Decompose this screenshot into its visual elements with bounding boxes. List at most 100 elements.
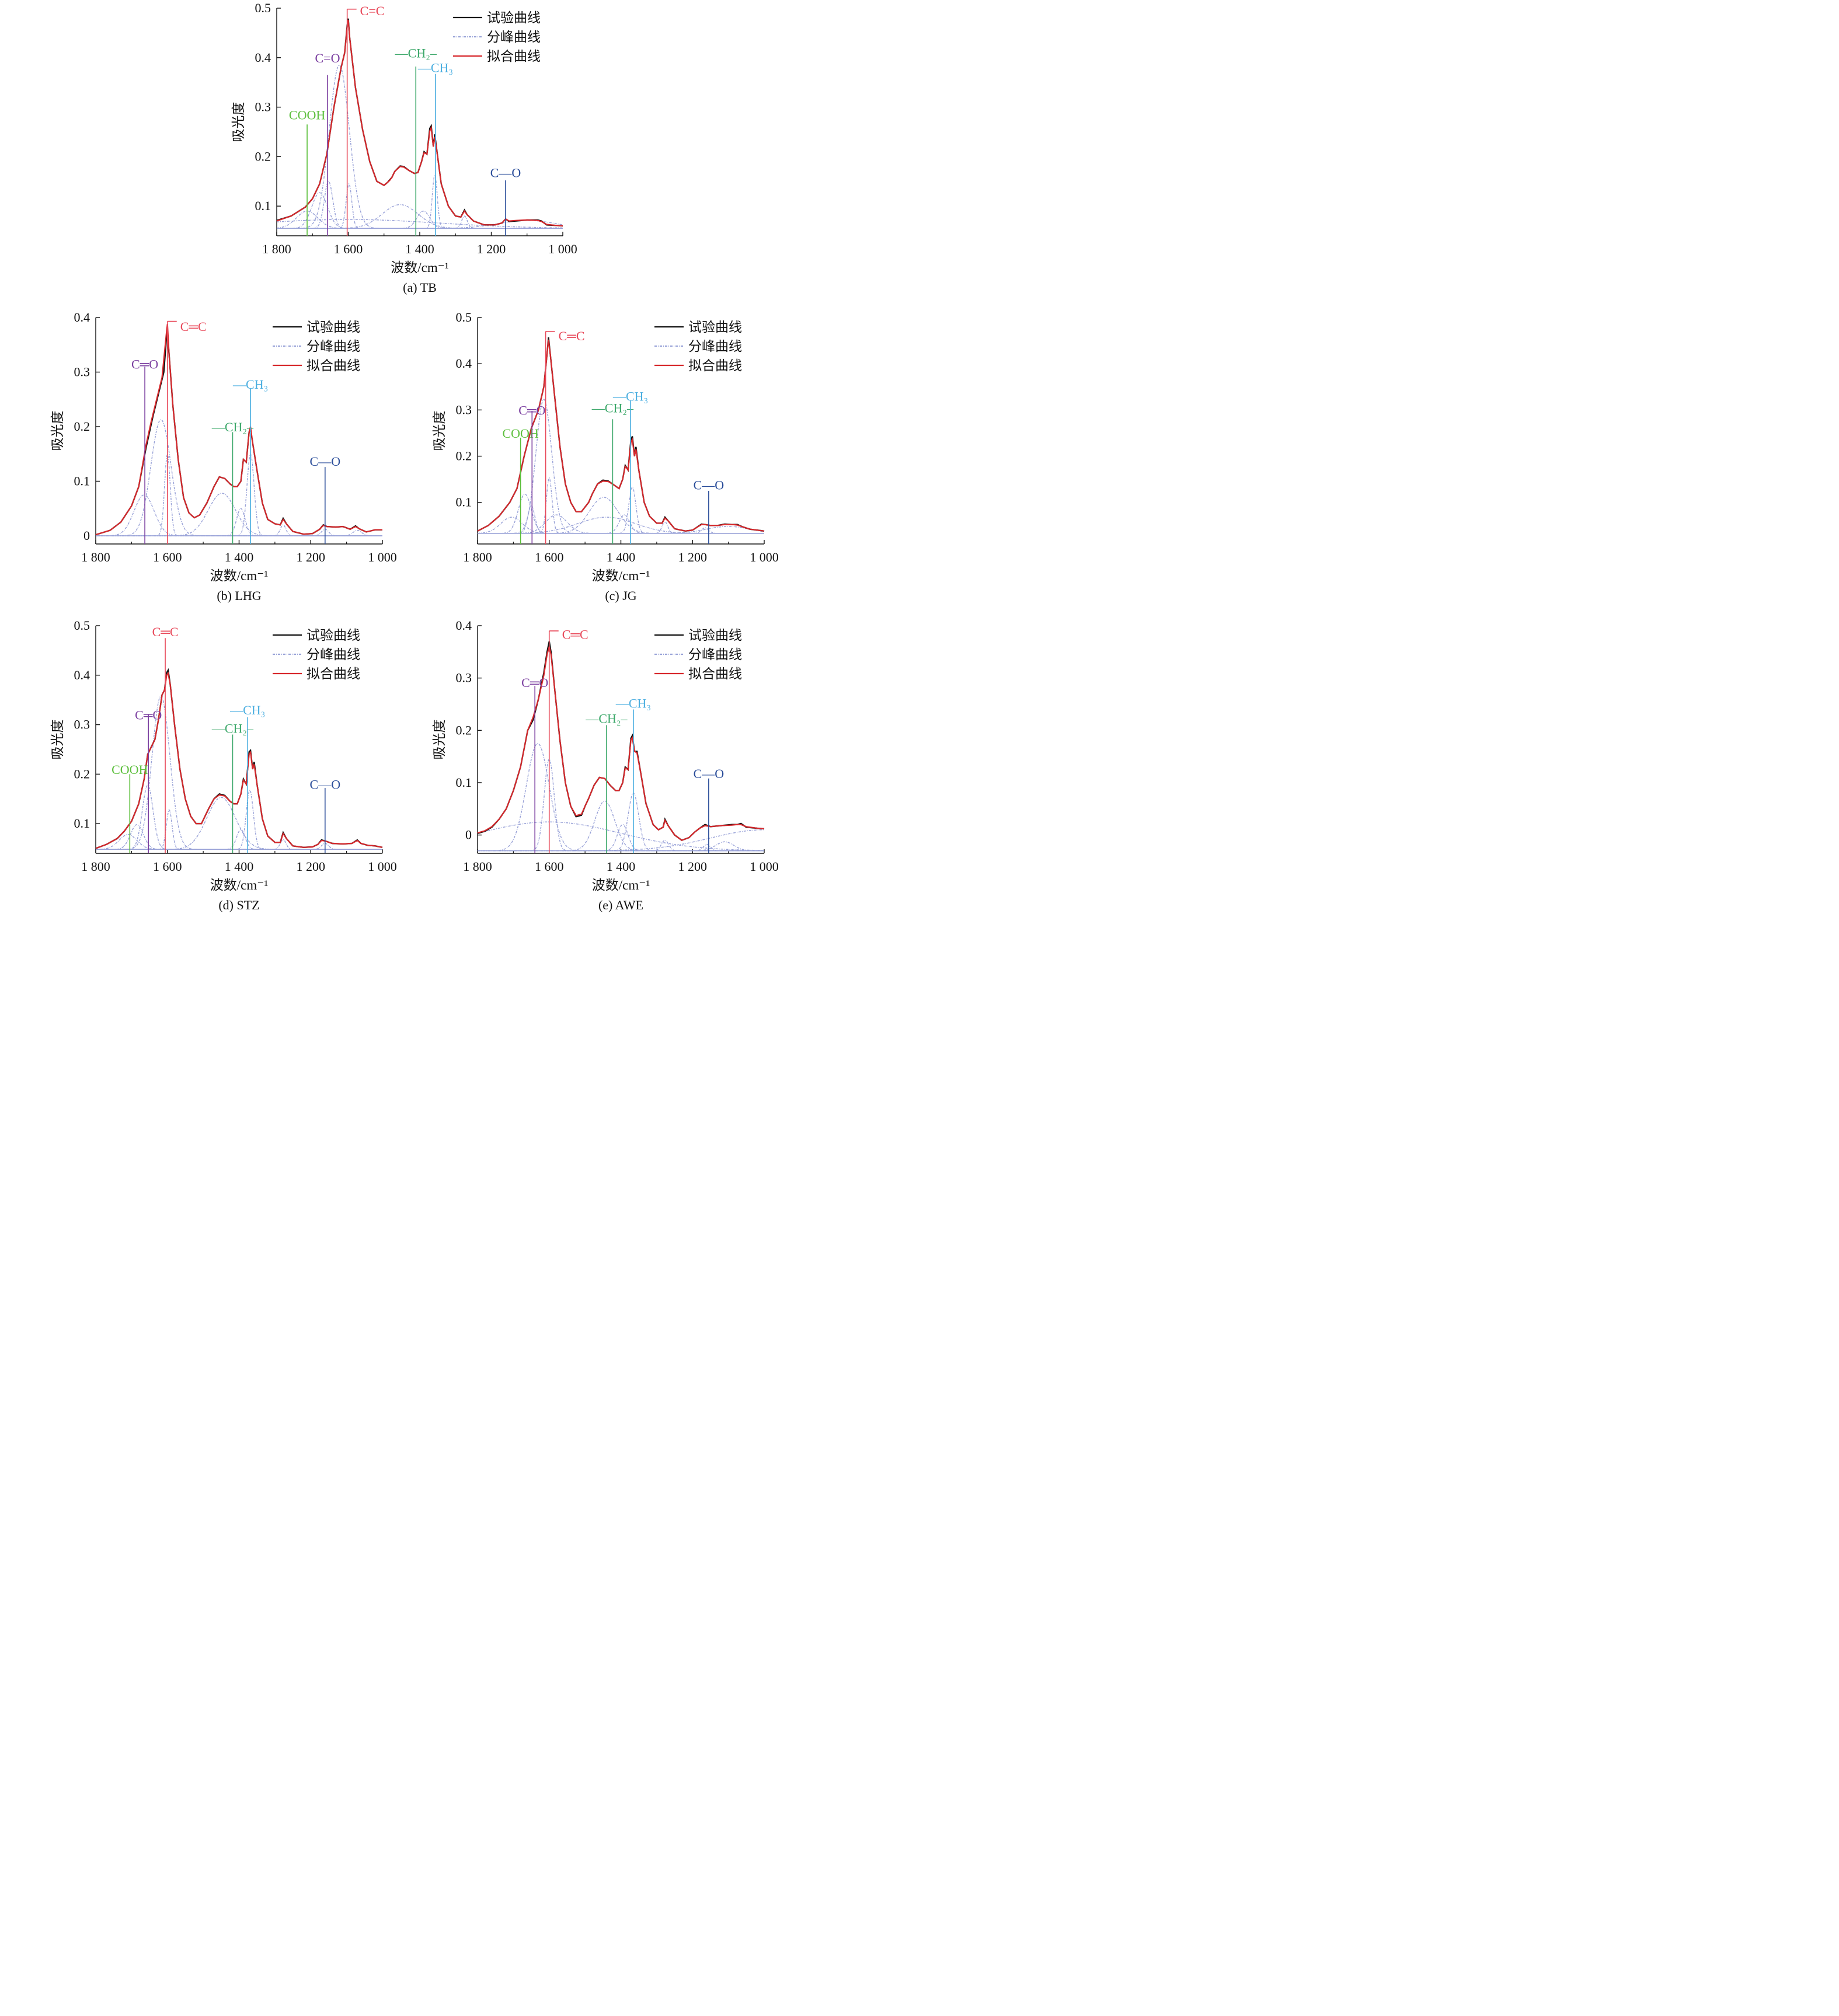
plot-area xyxy=(95,668,383,850)
y-tick-label: 0.3 xyxy=(456,402,472,417)
component-peak-3 xyxy=(277,64,563,229)
annotation-label-0: COOH xyxy=(289,107,325,122)
y-tick-label: 0.4 xyxy=(255,50,271,65)
annotation-label-5: C—O xyxy=(310,777,341,791)
x-tick-label: 1 800 xyxy=(463,859,492,874)
annotation-label-2: C═C xyxy=(152,625,179,639)
panel-caption: (d) STZ xyxy=(218,898,259,912)
annotation-label-5: C—O xyxy=(694,478,725,493)
annotation-label-3: —CH₂– xyxy=(395,46,437,60)
x-tick-label: 1 800 xyxy=(81,550,110,564)
legend-label-2: 拟合曲线 xyxy=(688,667,742,681)
y-tick-label: 0.5 xyxy=(74,618,90,633)
panel-caption: (e) AWE xyxy=(598,898,643,912)
y-tick-label: 0.5 xyxy=(456,310,472,325)
annotation-label-0: C═O xyxy=(131,357,158,371)
panel-caption: (b) LHG xyxy=(217,588,261,603)
annotation-label-4: —CH₃ xyxy=(229,703,265,717)
chart-panel-4: 1 800 1 600 1 400 1 200 1 000 0 0.1 0.2 0.3 0.4 波数… xyxy=(432,618,779,912)
fit-curve xyxy=(95,324,382,536)
y-tick-label: 0.2 xyxy=(255,149,271,163)
x-tick-label: 1 400 xyxy=(607,859,636,874)
y-tick-label: 0.3 xyxy=(74,717,90,732)
annotation-label-3: —CH₂– xyxy=(591,400,634,415)
x-tick-label: 1 800 xyxy=(262,242,291,256)
component-peak-0 xyxy=(96,494,382,536)
legend-label-1: 分峰曲线 xyxy=(688,647,742,662)
y-axis-title: 吸光度 xyxy=(432,720,447,760)
plot-area xyxy=(477,337,765,534)
x-tick-label: 1 400 xyxy=(225,859,254,874)
x-tick-label: 1 600 xyxy=(153,859,182,874)
x-axis-title: 波数/cm⁻¹ xyxy=(592,568,650,583)
legend-label-2: 拟合曲线 xyxy=(306,358,360,373)
chart-panel-1: 1 800 1 600 1 400 1 200 1 000 0 0.1 0.2 0.3 0.4 波数… xyxy=(50,310,397,603)
x-tick-label: 1 600 xyxy=(535,859,564,874)
component-peak-9 xyxy=(478,829,764,852)
x-axis-title: 波数/cm⁻¹ xyxy=(210,878,269,892)
figure-canvas: 1 800 1 600 1 400 1 200 1 000 0.1 0.2 0.3 0.4 0.5… xyxy=(50,1,779,912)
component-peak-1 xyxy=(277,192,563,229)
annotation-label-0: C═O xyxy=(521,675,548,690)
y-tick-label: 0.1 xyxy=(456,775,472,790)
y-tick-label: 0.1 xyxy=(74,473,90,488)
fit-curve xyxy=(477,646,765,841)
fit-curve xyxy=(95,671,383,849)
x-tick-label: 1 800 xyxy=(81,859,110,874)
y-tick-label: 0.2 xyxy=(456,449,472,463)
annotation-label-4: —CH₃ xyxy=(417,61,453,75)
legend-label-2: 拟合曲线 xyxy=(688,358,742,373)
component-peak-1 xyxy=(96,418,382,536)
component-peak-2 xyxy=(277,181,563,229)
x-tick-label: 1 000 xyxy=(548,242,577,256)
annotation-label-2: C=C xyxy=(360,4,385,18)
x-tick-label: 1 600 xyxy=(334,242,363,256)
y-tick-label: 0 xyxy=(83,528,90,543)
annotation-label-0: COOH xyxy=(502,426,538,441)
annotation-label-5: C—O xyxy=(490,165,521,180)
y-tick-label: 0.2 xyxy=(74,766,90,781)
chart-panel-2: 1 800 1 600 1 400 1 200 1 000 0.1 0.2 0.3 0.4 0.5… xyxy=(432,310,779,603)
x-tick-label: 1 200 xyxy=(297,550,326,564)
y-tick-label: 0.1 xyxy=(255,198,271,213)
annotation-label-2: C═C xyxy=(559,329,585,343)
legend-label-1: 分峰曲线 xyxy=(306,339,360,354)
annotation-label-2: —CH₂– xyxy=(211,420,254,434)
component-peak-4 xyxy=(96,508,382,536)
panel-caption: (c) JG xyxy=(605,588,636,603)
plot-area xyxy=(276,18,563,229)
y-tick-label: 0.5 xyxy=(255,1,271,15)
x-tick-label: 1 200 xyxy=(678,859,708,874)
y-axis-title: 吸光度 xyxy=(231,102,246,142)
chart-panel-0: 1 800 1 600 1 400 1 200 1 000 0.1 0.2 0.3 0.4 0.5… xyxy=(231,1,577,295)
x-axis-title: 波数/cm⁻¹ xyxy=(210,568,269,583)
x-tick-label: 1 400 xyxy=(607,550,636,564)
x-tick-label: 1 000 xyxy=(368,550,397,564)
x-tick-label: 1 000 xyxy=(750,550,779,564)
y-axis-title: 吸光度 xyxy=(50,411,65,451)
x-tick-label: 1 000 xyxy=(368,859,397,874)
panel-caption: (a) TB xyxy=(403,280,437,295)
annotation-label-1: C═O xyxy=(135,708,162,723)
annotation-label-1: C═O xyxy=(518,403,545,417)
x-tick-label: 1 800 xyxy=(463,550,492,564)
y-tick-label: 0.1 xyxy=(456,495,472,510)
y-tick-label: 0.3 xyxy=(74,364,90,379)
legend-label-1: 分峰曲线 xyxy=(487,30,541,44)
legend-label-0: 试验曲线 xyxy=(306,628,360,643)
y-tick-label: 0.1 xyxy=(74,816,90,831)
experimental-curve xyxy=(95,668,383,849)
y-tick-label: 0.3 xyxy=(456,671,472,685)
component-peak-9 xyxy=(277,219,563,229)
annotation-label-0: COOH xyxy=(112,762,148,777)
x-tick-label: 1 000 xyxy=(750,859,779,874)
x-tick-label: 1 200 xyxy=(297,859,326,874)
x-tick-label: 1 600 xyxy=(535,550,564,564)
annotation-label-4: C—O xyxy=(694,766,725,781)
component-peak-1 xyxy=(96,824,382,850)
legend-label-0: 试验曲线 xyxy=(487,11,541,25)
component-peak-10 xyxy=(276,219,563,229)
x-tick-label: 1 200 xyxy=(678,550,708,564)
component-peak-5 xyxy=(277,204,563,229)
x-axis-title: 波数/cm⁻¹ xyxy=(592,878,650,892)
